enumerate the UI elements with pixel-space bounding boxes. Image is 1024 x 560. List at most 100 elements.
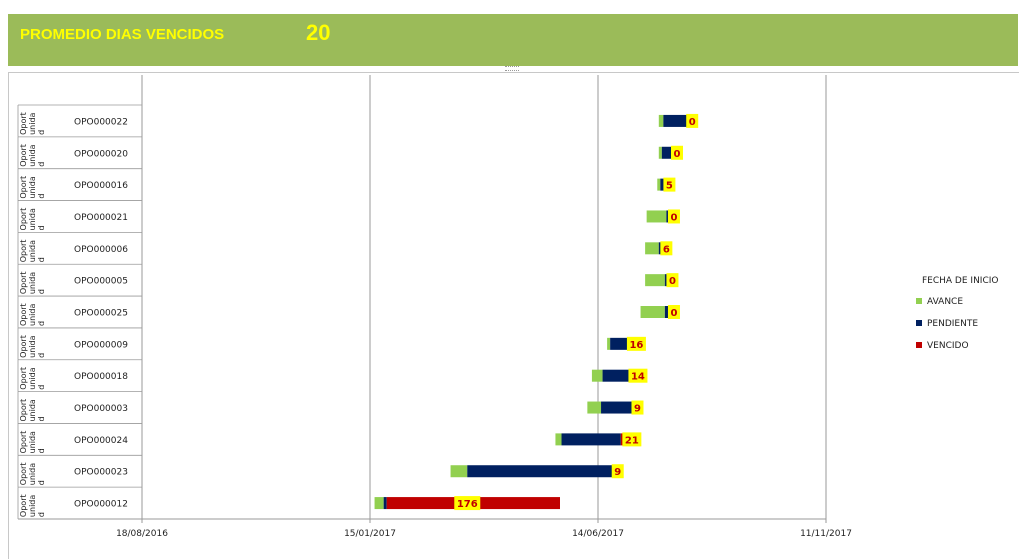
group-label-word: unida <box>28 335 37 357</box>
x-tick-label: 15/01/2017 <box>344 529 396 539</box>
bar-pendiente <box>664 306 671 318</box>
group-label-word: d <box>37 353 46 358</box>
group-label: Oportunidad <box>19 335 46 358</box>
category-label: OPO000018 <box>74 372 128 382</box>
group-label-word: d <box>37 321 46 326</box>
group-label-word: Oport <box>19 431 28 454</box>
bar-avance <box>587 401 602 414</box>
chart-frame <box>8 72 1019 559</box>
group-label-word: unida <box>28 112 37 134</box>
group-label: Oportunidad <box>19 271 46 294</box>
bar-pendiente <box>660 178 667 191</box>
category-label: OPO000023 <box>74 468 128 478</box>
group-label: Oportunidad <box>19 431 46 454</box>
bar-pendiente <box>602 369 630 382</box>
data-label: 21 <box>625 435 639 446</box>
group-label-word: unida <box>28 463 37 485</box>
group-label-word: Oport <box>19 112 28 135</box>
data-label-background <box>660 241 673 256</box>
group-label-word: unida <box>28 144 37 166</box>
bar-avance <box>374 497 384 510</box>
category-label: OPO000024 <box>74 436 128 446</box>
bar-pendiente <box>561 433 621 446</box>
legend-label: VENCIDO <box>927 341 969 351</box>
data-label-background <box>667 209 680 224</box>
category-label: OPO000016 <box>74 181 128 191</box>
group-label-word: Oport <box>19 208 28 231</box>
data-label-background <box>622 432 642 447</box>
category-label: OPO000006 <box>74 245 128 255</box>
data-label: 0 <box>670 212 677 223</box>
bar-pendiente <box>467 465 615 478</box>
group-label-word: d <box>37 385 46 390</box>
group-label: Oportunidad <box>19 494 46 517</box>
data-label: 9 <box>634 404 641 415</box>
group-label: Oportunidad <box>19 303 46 326</box>
category-label: OPO000009 <box>74 340 128 350</box>
bar-avance <box>555 433 562 446</box>
bar-pendiente <box>661 146 674 159</box>
group-label-word: Oport <box>19 176 28 199</box>
bar-pendiente <box>601 401 635 414</box>
category-label: OPO000020 <box>74 149 128 159</box>
bar-avance <box>658 146 662 159</box>
group-label: Oportunidad <box>19 463 46 486</box>
bar-avance <box>607 337 611 350</box>
data-label: 0 <box>674 149 681 160</box>
data-label-background <box>667 305 680 319</box>
group-label-word: Oport <box>19 271 28 294</box>
group-label-word: Oport <box>19 399 28 422</box>
group-label-word: Oport <box>19 335 28 358</box>
group-label-word: d <box>37 480 46 485</box>
category-label: OPO000021 <box>74 213 128 223</box>
group-label-word: unida <box>28 495 37 517</box>
data-label-background <box>631 400 644 415</box>
group-label: Oportunidad <box>19 367 46 390</box>
legend-swatch <box>916 298 922 304</box>
group-label-word: d <box>37 225 46 230</box>
group-label-word: d <box>37 289 46 294</box>
data-label: 0 <box>669 276 676 287</box>
bar-avance <box>645 274 665 287</box>
x-tick-label: 14/06/2017 <box>572 529 624 539</box>
bar-pendiente <box>610 337 629 350</box>
resize-grip-icon[interactable] <box>505 66 519 71</box>
group-label-word: d <box>37 448 46 453</box>
group-label-word: d <box>37 512 46 517</box>
data-label-background <box>454 496 481 511</box>
data-label: 6 <box>663 244 670 255</box>
bar-avance <box>658 114 664 127</box>
bar-avance <box>591 369 603 382</box>
legend-label: PENDIENTE <box>927 319 978 329</box>
bar-pendiente <box>663 114 690 127</box>
group-label-word: unida <box>28 399 37 421</box>
group-label-word: d <box>37 194 46 199</box>
group-label-word: Oport <box>19 463 28 486</box>
group-label: Oportunidad <box>19 240 46 263</box>
bar-avance <box>646 210 667 223</box>
data-label-background <box>686 113 699 128</box>
data-label-background <box>666 273 679 288</box>
group-label-word: unida <box>28 208 37 230</box>
legend-label: AVANCE <box>927 297 963 307</box>
group-label: Oportunidad <box>19 112 46 135</box>
group-label-word: unida <box>28 431 37 453</box>
bar-avance <box>640 306 665 318</box>
bar-avance <box>645 242 659 255</box>
data-label-background <box>663 177 676 192</box>
group-label-word: d <box>37 162 46 167</box>
group-label-word: unida <box>28 367 37 389</box>
data-label: 176 <box>457 499 478 510</box>
group-label-word: Oport <box>19 494 28 517</box>
category-label: OPO000025 <box>74 309 128 319</box>
group-label-word: Oport <box>19 303 28 326</box>
x-tick-label: 18/08/2016 <box>116 529 168 539</box>
group-label: Oportunidad <box>19 399 46 422</box>
group-label: Oportunidad <box>19 176 46 199</box>
group-label: Oportunidad <box>19 208 46 231</box>
group-label-word: d <box>37 257 46 262</box>
data-label-background <box>611 464 624 479</box>
group-label-word: Oport <box>19 240 28 263</box>
data-label: 5 <box>666 181 673 192</box>
